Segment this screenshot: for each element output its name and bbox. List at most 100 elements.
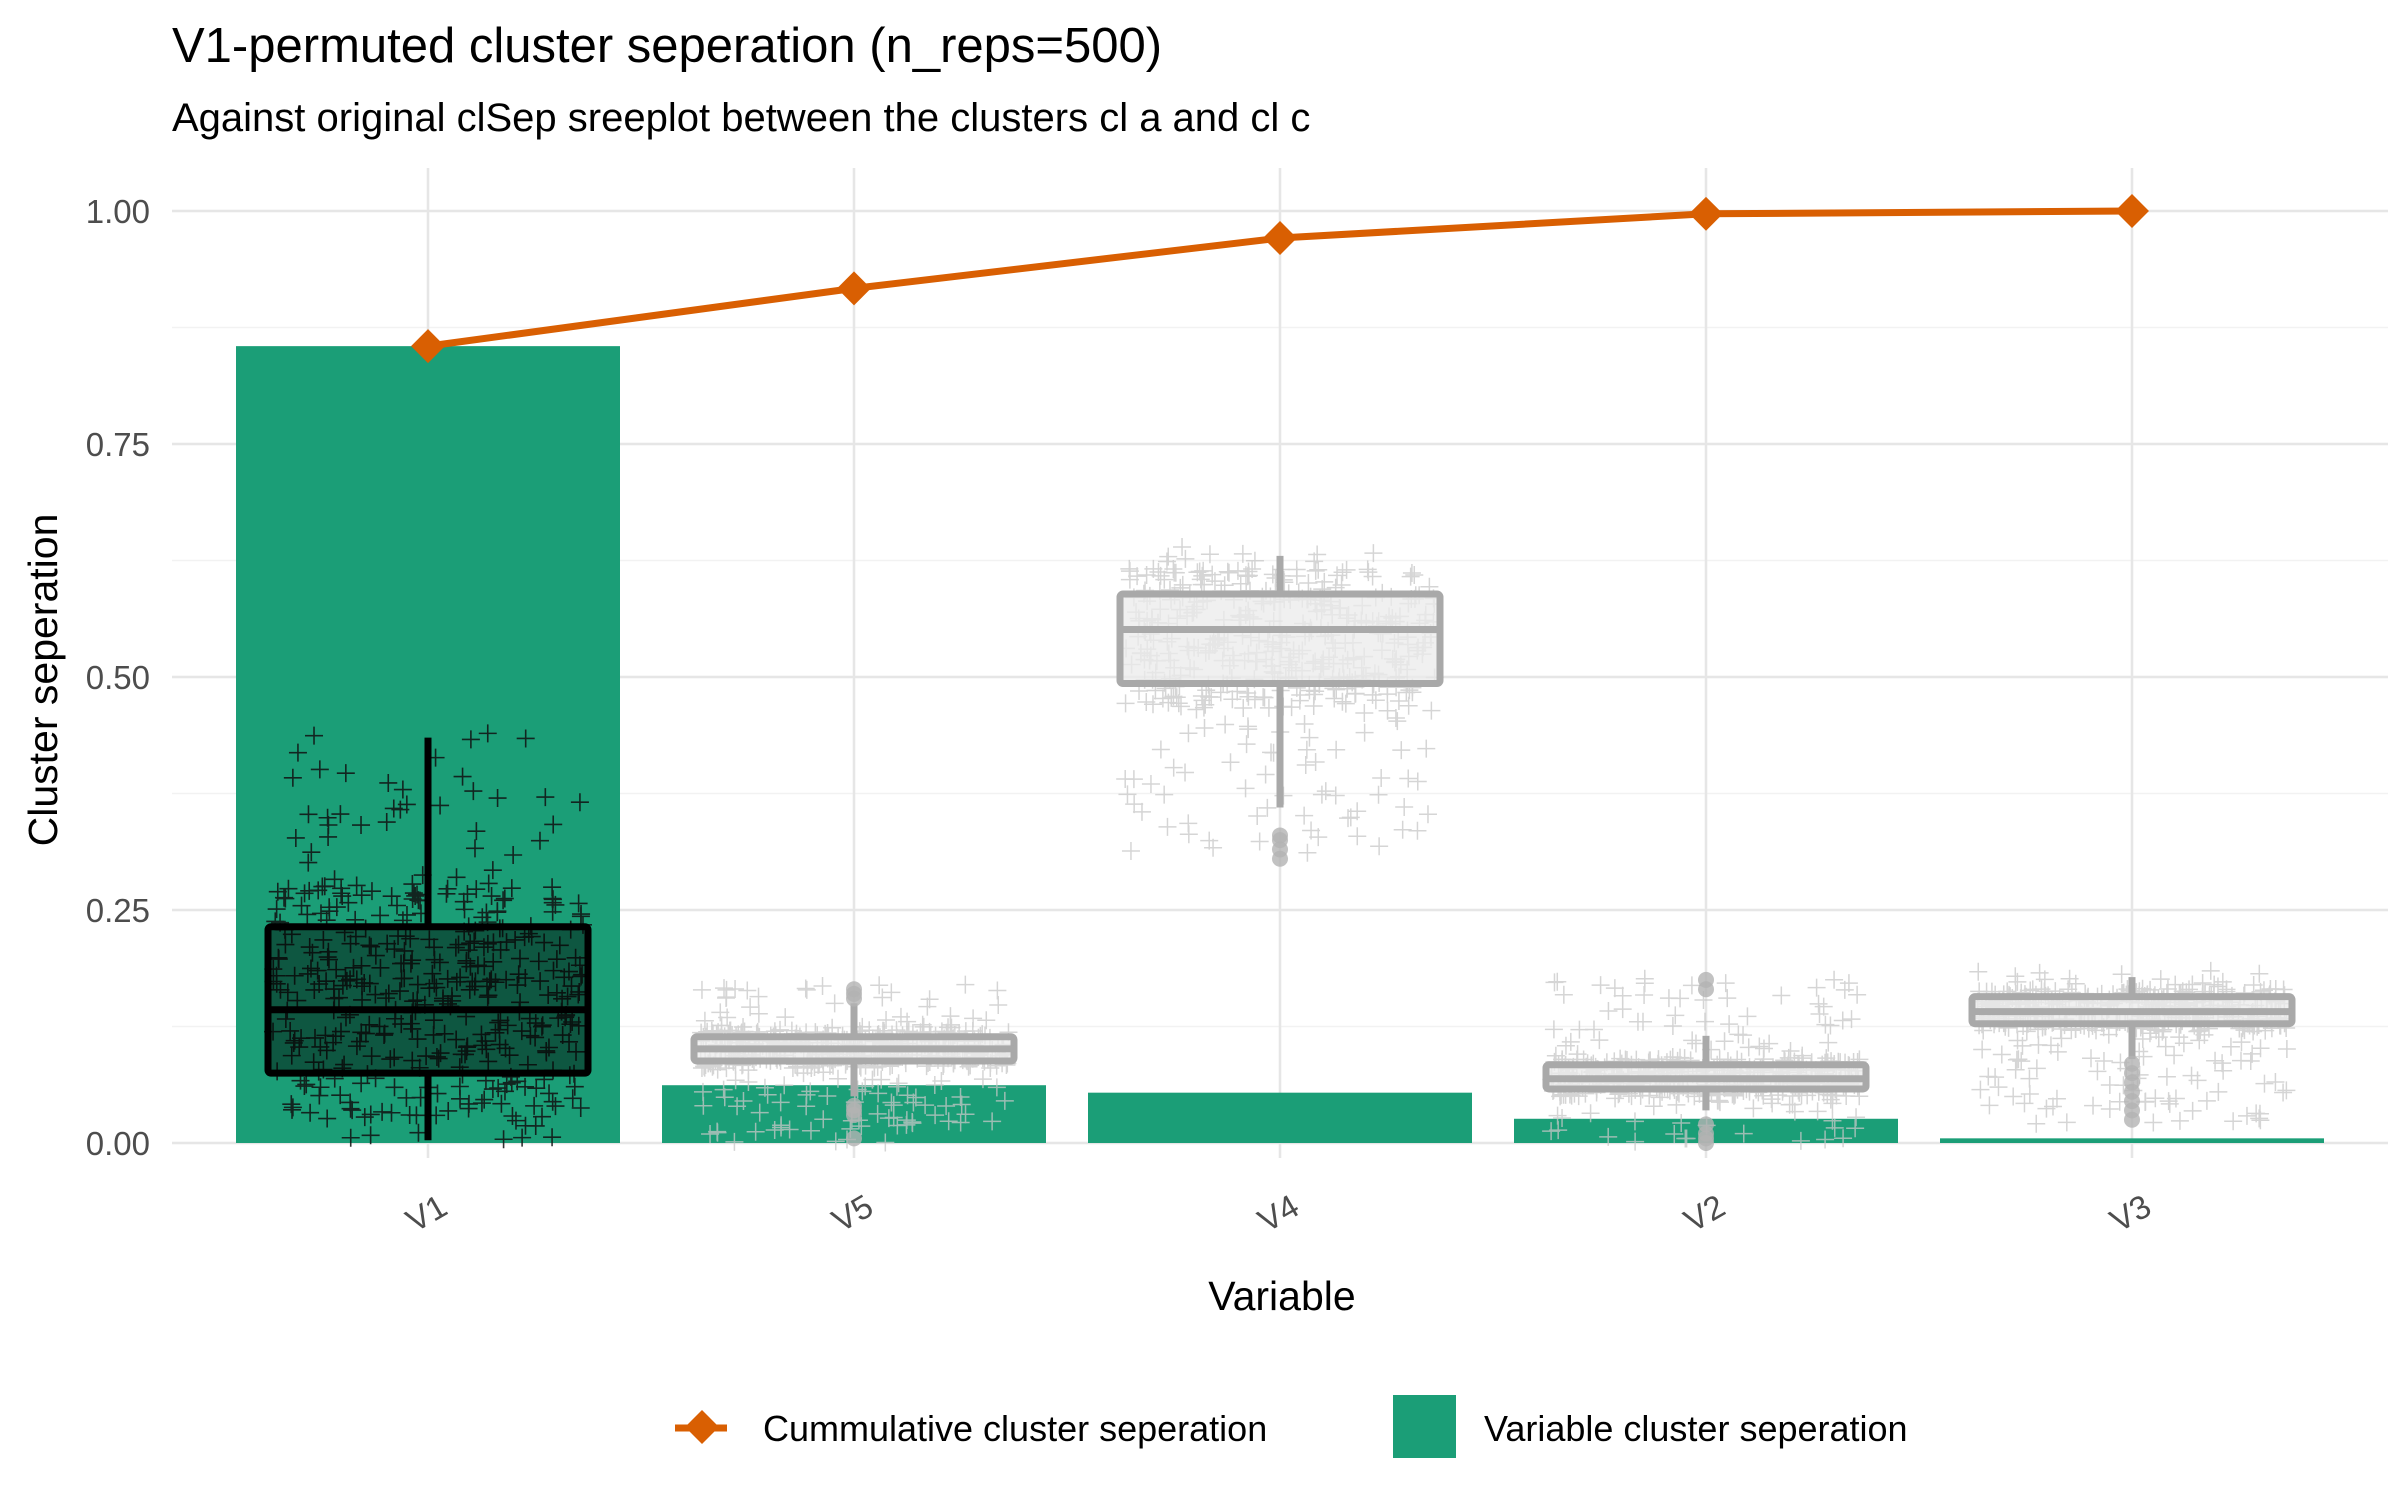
jitter-point xyxy=(725,1132,744,1151)
jitter-point xyxy=(868,1104,887,1123)
jitter-point xyxy=(1591,976,1610,995)
bar-V3 xyxy=(1940,1138,2324,1143)
jitter-point xyxy=(546,895,565,914)
jitter-point xyxy=(472,1025,491,1044)
jitter-point xyxy=(1402,564,1421,583)
jitter-point xyxy=(269,950,288,969)
jitter-point xyxy=(331,1086,350,1105)
jitter-point xyxy=(1807,978,1826,997)
jitter-point xyxy=(329,988,348,1007)
box-V4 xyxy=(1116,590,1444,688)
jitter-point xyxy=(1628,1012,1647,1031)
jitter-point xyxy=(1306,753,1325,772)
jitter-point xyxy=(503,1107,522,1126)
jitter-point xyxy=(1312,785,1331,804)
jitter-point xyxy=(1816,1015,1835,1034)
jitter-point xyxy=(2052,1029,2071,1048)
jitter-point xyxy=(282,1046,301,1065)
jitter-point xyxy=(1399,769,1418,788)
jitter-point xyxy=(1392,741,1411,760)
jitter-point xyxy=(1666,1006,1685,1025)
jitter-point xyxy=(1842,1010,1861,1029)
jitter-point xyxy=(310,760,329,779)
jitter-point xyxy=(461,730,480,749)
jitter-point xyxy=(315,877,334,896)
jitter-point xyxy=(1971,1080,1990,1099)
jitter-point xyxy=(818,1087,837,1106)
jitter-point xyxy=(498,1016,517,1035)
jitter-point xyxy=(2183,1101,2202,1120)
jitter-point xyxy=(406,886,425,905)
jitter-point xyxy=(506,930,525,949)
jitter-point xyxy=(424,1025,443,1044)
jitter-point xyxy=(1835,980,1854,999)
cumulative-point-V5 xyxy=(837,271,871,306)
jitter-point xyxy=(1372,768,1391,787)
jitter-point xyxy=(1194,561,1213,580)
jitter-point xyxy=(718,1008,737,1027)
jitter-point xyxy=(1327,740,1346,759)
jitter-point xyxy=(1359,563,1378,582)
cumulative-point-V4 xyxy=(1263,221,1297,255)
jitter-point xyxy=(1554,985,1573,1004)
jitter-point xyxy=(2088,1062,2107,1081)
jitter-point xyxy=(741,998,760,1017)
jitter-point xyxy=(299,805,318,824)
jitter-point xyxy=(377,989,396,1008)
jitter-point xyxy=(539,986,558,1005)
jitter-point xyxy=(2250,964,2269,983)
jitter-point xyxy=(891,1007,910,1026)
jitter-point xyxy=(1626,1132,1645,1151)
jitter-point xyxy=(299,853,318,872)
jitter-point xyxy=(361,1126,380,1145)
jitter-point xyxy=(2182,1066,2201,1085)
jitter-point xyxy=(570,793,589,812)
jitter-point xyxy=(446,938,465,957)
jitter-point xyxy=(438,879,457,898)
jitter-point xyxy=(447,1030,466,1049)
jitter-point xyxy=(547,950,566,969)
jitter-point xyxy=(2170,1111,2189,1130)
jitter-point xyxy=(319,950,338,969)
jitter-point xyxy=(1378,701,1397,720)
jitter-point xyxy=(1992,1045,2011,1064)
jitter-point xyxy=(467,880,486,899)
jitter-point xyxy=(1834,1129,1853,1148)
jitter-point xyxy=(1989,1078,2008,1097)
jitter-point xyxy=(1581,1104,1600,1123)
jitter-point xyxy=(1750,1037,1769,1056)
chart-title: V1-permuted cluster seperation (n_reps=5… xyxy=(172,19,1162,73)
chart-subtitle: Against original clSep sreeplot between … xyxy=(172,96,1310,140)
jitter-point xyxy=(465,839,484,858)
jitter-point xyxy=(2255,1074,2274,1093)
jitter-point xyxy=(397,905,416,924)
jitter-point xyxy=(1308,545,1327,564)
jitter-point xyxy=(973,1070,992,1089)
jitter-point xyxy=(1128,567,1147,586)
jitter-point xyxy=(2208,977,2227,996)
jitter-point xyxy=(2037,1099,2056,1118)
jitter-point xyxy=(1386,708,1405,727)
jitter-point xyxy=(888,1116,907,1135)
y-axis-ticks: 0.00 0.25 0.50 0.75 1.00 xyxy=(86,193,150,1162)
jitter-point xyxy=(373,1102,392,1121)
jitter-point xyxy=(2149,1028,2168,1047)
jitter-point xyxy=(403,1051,422,1070)
jitter-point xyxy=(474,938,493,957)
jitter-point xyxy=(1195,719,1214,738)
jitter-point xyxy=(1256,765,1275,784)
jitter-point xyxy=(283,1098,302,1117)
y-axis-title: Cluster seperation xyxy=(20,514,66,847)
jitter-point xyxy=(566,948,585,967)
jitter-point xyxy=(1309,560,1328,579)
jitter-point xyxy=(1300,728,1319,747)
jitter-point xyxy=(1204,838,1223,857)
jitter-point xyxy=(1299,574,1318,593)
jitter-point xyxy=(1179,825,1198,844)
jitter-point xyxy=(1980,1096,1999,1115)
y-tick-label: 0.50 xyxy=(86,659,150,696)
jitter-point xyxy=(1672,1114,1691,1133)
jitter-point xyxy=(2221,1037,2240,1056)
jitter-point xyxy=(484,952,503,971)
jitter-point xyxy=(693,1082,712,1101)
